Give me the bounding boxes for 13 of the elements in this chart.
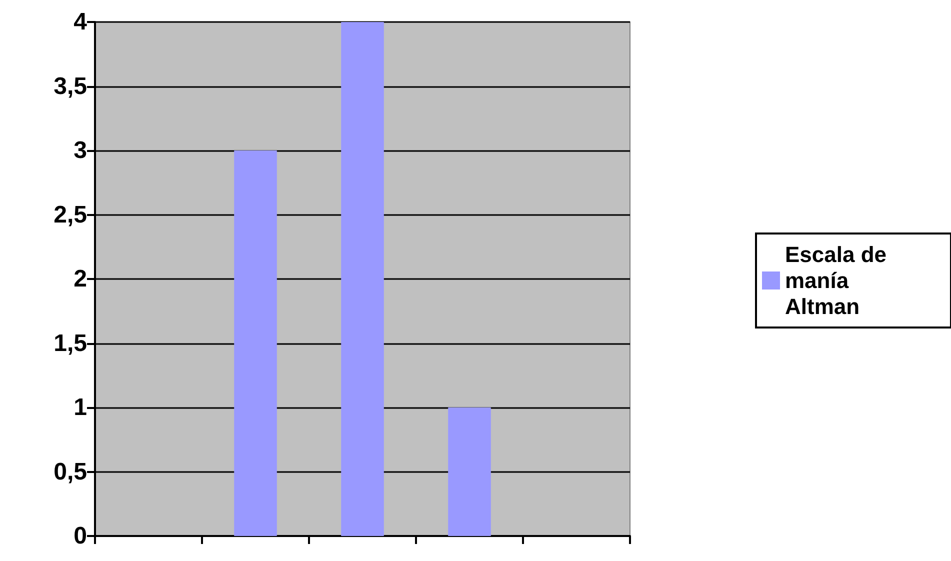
y-tick-label: 3 — [74, 137, 87, 164]
y-tick-label: 1 — [74, 394, 87, 421]
legend-label: Escala de manía Altman — [785, 242, 893, 319]
bar — [234, 150, 277, 536]
y-tick-label: 0,5 — [54, 458, 87, 486]
y-tick-label: 2 — [74, 266, 87, 292]
y-tick-label: 4 — [74, 8, 88, 36]
y-tick-label: 2,5 — [54, 201, 87, 228]
y-tick-label: 0 — [74, 522, 87, 550]
y-tick-label: 3,5 — [54, 72, 87, 100]
bar — [341, 22, 384, 536]
y-tick-label: 1,5 — [54, 330, 87, 357]
bar — [448, 408, 491, 536]
